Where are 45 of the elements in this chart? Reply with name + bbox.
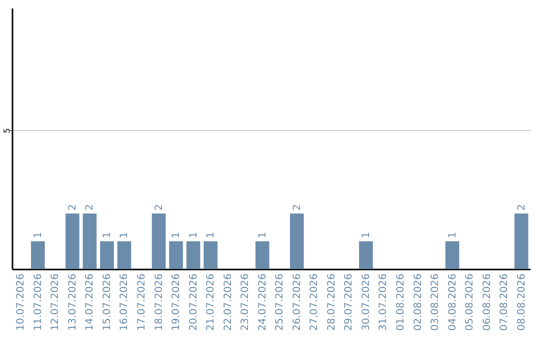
data-label: 2 [516,204,528,210]
x-tick-label: 27.07.2026 [309,274,320,331]
x-tick-label: 29.07.2026 [344,274,355,331]
x-tick-label: 22.07.2026 [222,274,234,331]
x-tick-label: 08.08.2026 [516,274,528,331]
data-label: 2 [84,204,96,210]
x-tick-label: 07.08.2026 [499,274,510,331]
data-label: 1 [360,232,372,238]
x-tick-label: 13.07.2026 [67,274,78,331]
data-label: 1 [32,232,44,238]
x-tick-label: 28.07.2026 [326,274,338,331]
x-tick-label: 14.07.2026 [84,274,96,331]
x-tick-label: 20.07.2026 [188,274,200,331]
x-tick-label: 18.07.2026 [154,274,165,331]
data-label: 1 [257,232,268,238]
x-tick-label: 24.07.2026 [257,274,268,331]
data-label: 1 [206,232,217,238]
x-tick-label: 15.07.2026 [102,274,113,331]
x-tick-label: 23.07.2026 [240,274,252,331]
x-tick-label: 21.07.2026 [206,274,217,331]
x-tick-label: 31.07.2026 [378,274,390,331]
data-label: 1 [447,232,458,238]
x-tick-label: 03.08.2026 [430,274,442,331]
x-tick-label: 30.07.2026 [360,274,372,331]
y-tick-label: 5 [2,128,12,134]
data-label: 1 [119,232,130,238]
x-tick-label: 10.07.2026 [16,274,27,331]
x-tick-label: 17.07.2026 [136,274,148,331]
data-label: 1 [188,232,200,238]
x-tick-label: 26.07.2026 [292,274,303,331]
x-tick-label: 12.07.2026 [50,274,62,331]
x-tick-label: 11.07.2026 [32,274,44,331]
data-label: 2 [292,204,303,210]
data-label: 2 [67,204,78,210]
x-tick-label: 06.08.2026 [482,274,493,331]
x-tick-label: 25.07.2026 [274,274,286,331]
data-label: 1 [171,232,182,238]
x-tick-label: 16.07.2026 [119,274,130,331]
data-label: 1 [102,232,113,238]
x-tick-label: 19.07.2026 [171,274,182,331]
data-label: 2 [154,204,165,210]
x-tick-label: 04.08.2026 [447,274,458,331]
x-tick-label: 05.08.2026 [464,274,476,331]
x-tick-label: 01.08.2026 [396,274,406,331]
x-tick-label: 02.08.2026 [412,274,424,331]
